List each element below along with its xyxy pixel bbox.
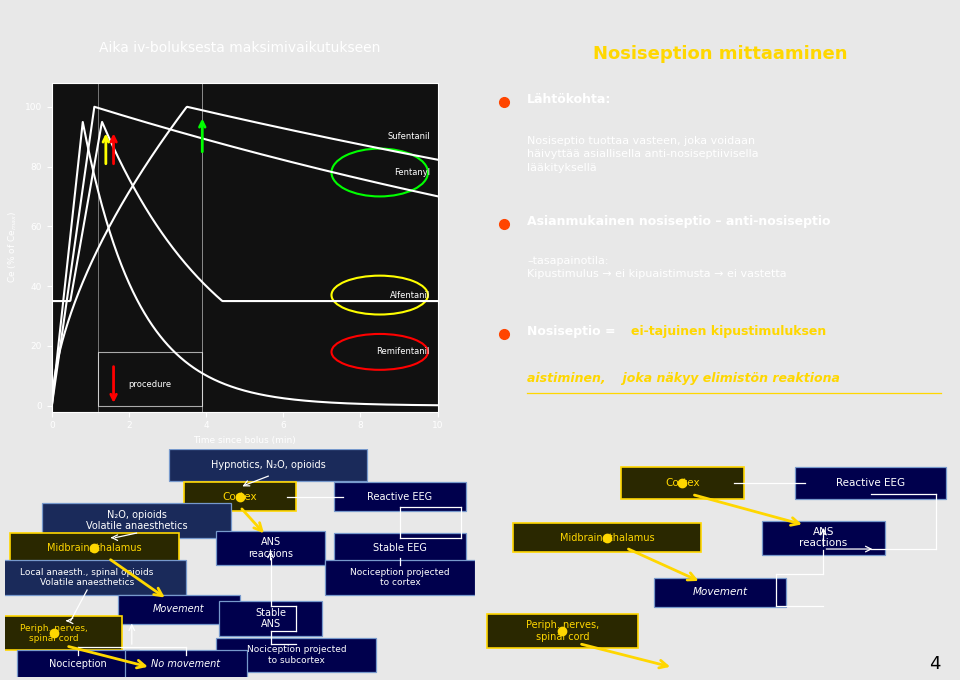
FancyBboxPatch shape [0,560,186,594]
Text: Movement: Movement [153,605,204,615]
Text: Sufentanil: Sufentanil [387,132,430,141]
Text: Stable EEG: Stable EEG [373,543,427,553]
Text: Nosiseptio =: Nosiseptio = [527,325,620,338]
Text: ANS
reactions: ANS reactions [800,527,848,549]
Text: Nociception projected
to cortex: Nociception projected to cortex [350,568,449,588]
Text: Reactive EEG: Reactive EEG [368,492,433,502]
FancyBboxPatch shape [219,601,323,636]
Text: Hypnotics, N₂O, opioids: Hypnotics, N₂O, opioids [211,460,325,470]
Text: Local anaesth., spinal opioids
Volatile anaesthetics: Local anaesth., spinal opioids Volatile … [20,568,154,588]
FancyBboxPatch shape [10,533,179,563]
Text: –tasapainotila:
Kipustimulus → ei kipuaistimusta → ei vastetta: –tasapainotila: Kipustimulus → ei kipuai… [527,256,787,279]
Text: Cortex: Cortex [223,492,257,502]
Y-axis label: Ce (% of Ce$_{max}$): Ce (% of Ce$_{max}$) [7,211,19,283]
FancyBboxPatch shape [42,503,230,538]
Text: ANS
reactions: ANS reactions [248,537,293,559]
FancyBboxPatch shape [216,638,376,672]
Text: Remifentanil: Remifentanil [376,347,430,356]
FancyBboxPatch shape [795,467,946,499]
Text: Periph. nerves,
spinal cord: Periph. nerves, spinal cord [20,624,88,643]
Text: Movement: Movement [692,588,748,597]
FancyBboxPatch shape [170,449,367,481]
Text: Nociception: Nociception [49,659,107,669]
Text: Midbrain, thalamus: Midbrain, thalamus [560,532,655,543]
FancyBboxPatch shape [324,560,475,594]
FancyBboxPatch shape [513,523,701,552]
FancyBboxPatch shape [487,614,637,648]
Text: Nosiseption mittaaminen: Nosiseption mittaaminen [592,45,848,63]
Text: Alfentanil: Alfentanil [390,290,430,300]
FancyBboxPatch shape [0,616,122,650]
Text: Nociception projected
to subcortex: Nociception projected to subcortex [247,645,347,664]
FancyBboxPatch shape [654,577,786,607]
Text: N₂O, opioids
Volatile anaesthetics: N₂O, opioids Volatile anaesthetics [85,510,187,531]
FancyBboxPatch shape [183,482,297,511]
Text: Aika iv-boluksesta maksimivaikutukseen: Aika iv-boluksesta maksimivaikutukseen [99,41,381,54]
Text: Midbrain, thalamus: Midbrain, thalamus [47,543,141,553]
Text: ei-tajuinen kipustimuluksen: ei-tajuinen kipustimuluksen [631,325,826,338]
Text: aistiminen,   joka näkyy elimistön reaktiona: aistiminen, joka näkyy elimistön reaktio… [527,371,840,385]
FancyBboxPatch shape [16,650,139,678]
FancyBboxPatch shape [762,521,885,555]
FancyBboxPatch shape [334,533,466,563]
FancyBboxPatch shape [334,482,466,511]
Text: procedure: procedure [129,380,172,389]
Text: No movement: No movement [152,659,221,669]
X-axis label: Time since bolus (min): Time since bolus (min) [193,436,296,445]
FancyBboxPatch shape [216,531,324,565]
Text: Fentanyl: Fentanyl [394,168,430,177]
Text: Nosiseptio tuottaa vasteen, joka voidaan
häivyttää asiallisella anti-nosiseptiiv: Nosiseptio tuottaa vasteen, joka voidaan… [527,135,758,173]
Text: Periph. nerves,
spinal cord: Periph. nerves, spinal cord [526,620,599,642]
Text: Reactive EEG: Reactive EEG [836,478,905,488]
Text: Asianmukainen nosiseptio – anti-nosiseptio: Asianmukainen nosiseptio – anti-nosisept… [527,216,830,228]
Bar [98,352,203,406]
Text: Cortex: Cortex [665,478,700,488]
Text: 4: 4 [929,656,941,673]
Text: Stable
ANS: Stable ANS [255,608,286,629]
Text: Lähtökohta:: Lähtökohta: [527,93,612,106]
FancyBboxPatch shape [125,650,247,678]
FancyBboxPatch shape [621,467,743,499]
FancyBboxPatch shape [118,594,240,624]
